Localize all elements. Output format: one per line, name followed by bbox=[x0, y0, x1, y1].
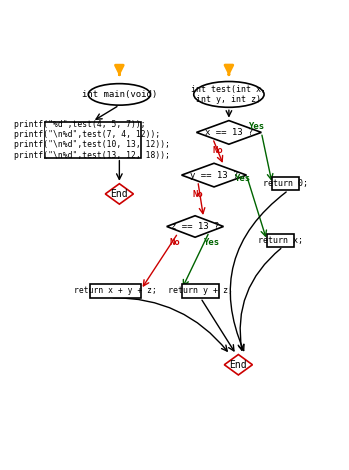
Text: return y + z;: return y + z; bbox=[168, 286, 233, 296]
Polygon shape bbox=[181, 163, 246, 187]
Text: Yes: Yes bbox=[248, 122, 265, 131]
Text: x == 13 ?: x == 13 ? bbox=[205, 128, 253, 137]
Polygon shape bbox=[167, 216, 223, 237]
Ellipse shape bbox=[88, 84, 150, 105]
Text: No: No bbox=[170, 238, 180, 247]
Bar bbox=[267, 234, 294, 247]
Text: y == 13 ?: y == 13 ? bbox=[190, 171, 238, 180]
Bar bbox=[272, 177, 299, 190]
Text: No: No bbox=[212, 146, 223, 155]
Text: No: No bbox=[192, 189, 203, 198]
Text: z == 13 ?: z == 13 ? bbox=[171, 222, 219, 231]
Bar bbox=[181, 284, 220, 298]
Text: Yes: Yes bbox=[233, 174, 250, 183]
Ellipse shape bbox=[194, 81, 264, 107]
Polygon shape bbox=[224, 354, 252, 375]
Text: Yes: Yes bbox=[203, 238, 219, 247]
Bar bbox=[90, 284, 141, 298]
Text: return x + y + z;: return x + y + z; bbox=[74, 286, 157, 296]
Text: return x;: return x; bbox=[258, 236, 303, 245]
Text: End: End bbox=[111, 189, 128, 199]
Polygon shape bbox=[196, 121, 261, 144]
Text: return 0;: return 0; bbox=[263, 179, 308, 188]
Bar bbox=[44, 122, 141, 158]
Text: printf("%d",test(4, 5, 7));
printf("\n%d",test(7, 4, 12));
printf("\n%d",test(10: printf("%d",test(4, 5, 7)); printf("\n%d… bbox=[14, 119, 170, 160]
Polygon shape bbox=[105, 184, 133, 204]
Text: int main(void): int main(void) bbox=[82, 90, 157, 99]
Text: int test(int x,
int y, int z): int test(int x, int y, int z) bbox=[191, 85, 266, 104]
Text: End: End bbox=[230, 360, 247, 370]
